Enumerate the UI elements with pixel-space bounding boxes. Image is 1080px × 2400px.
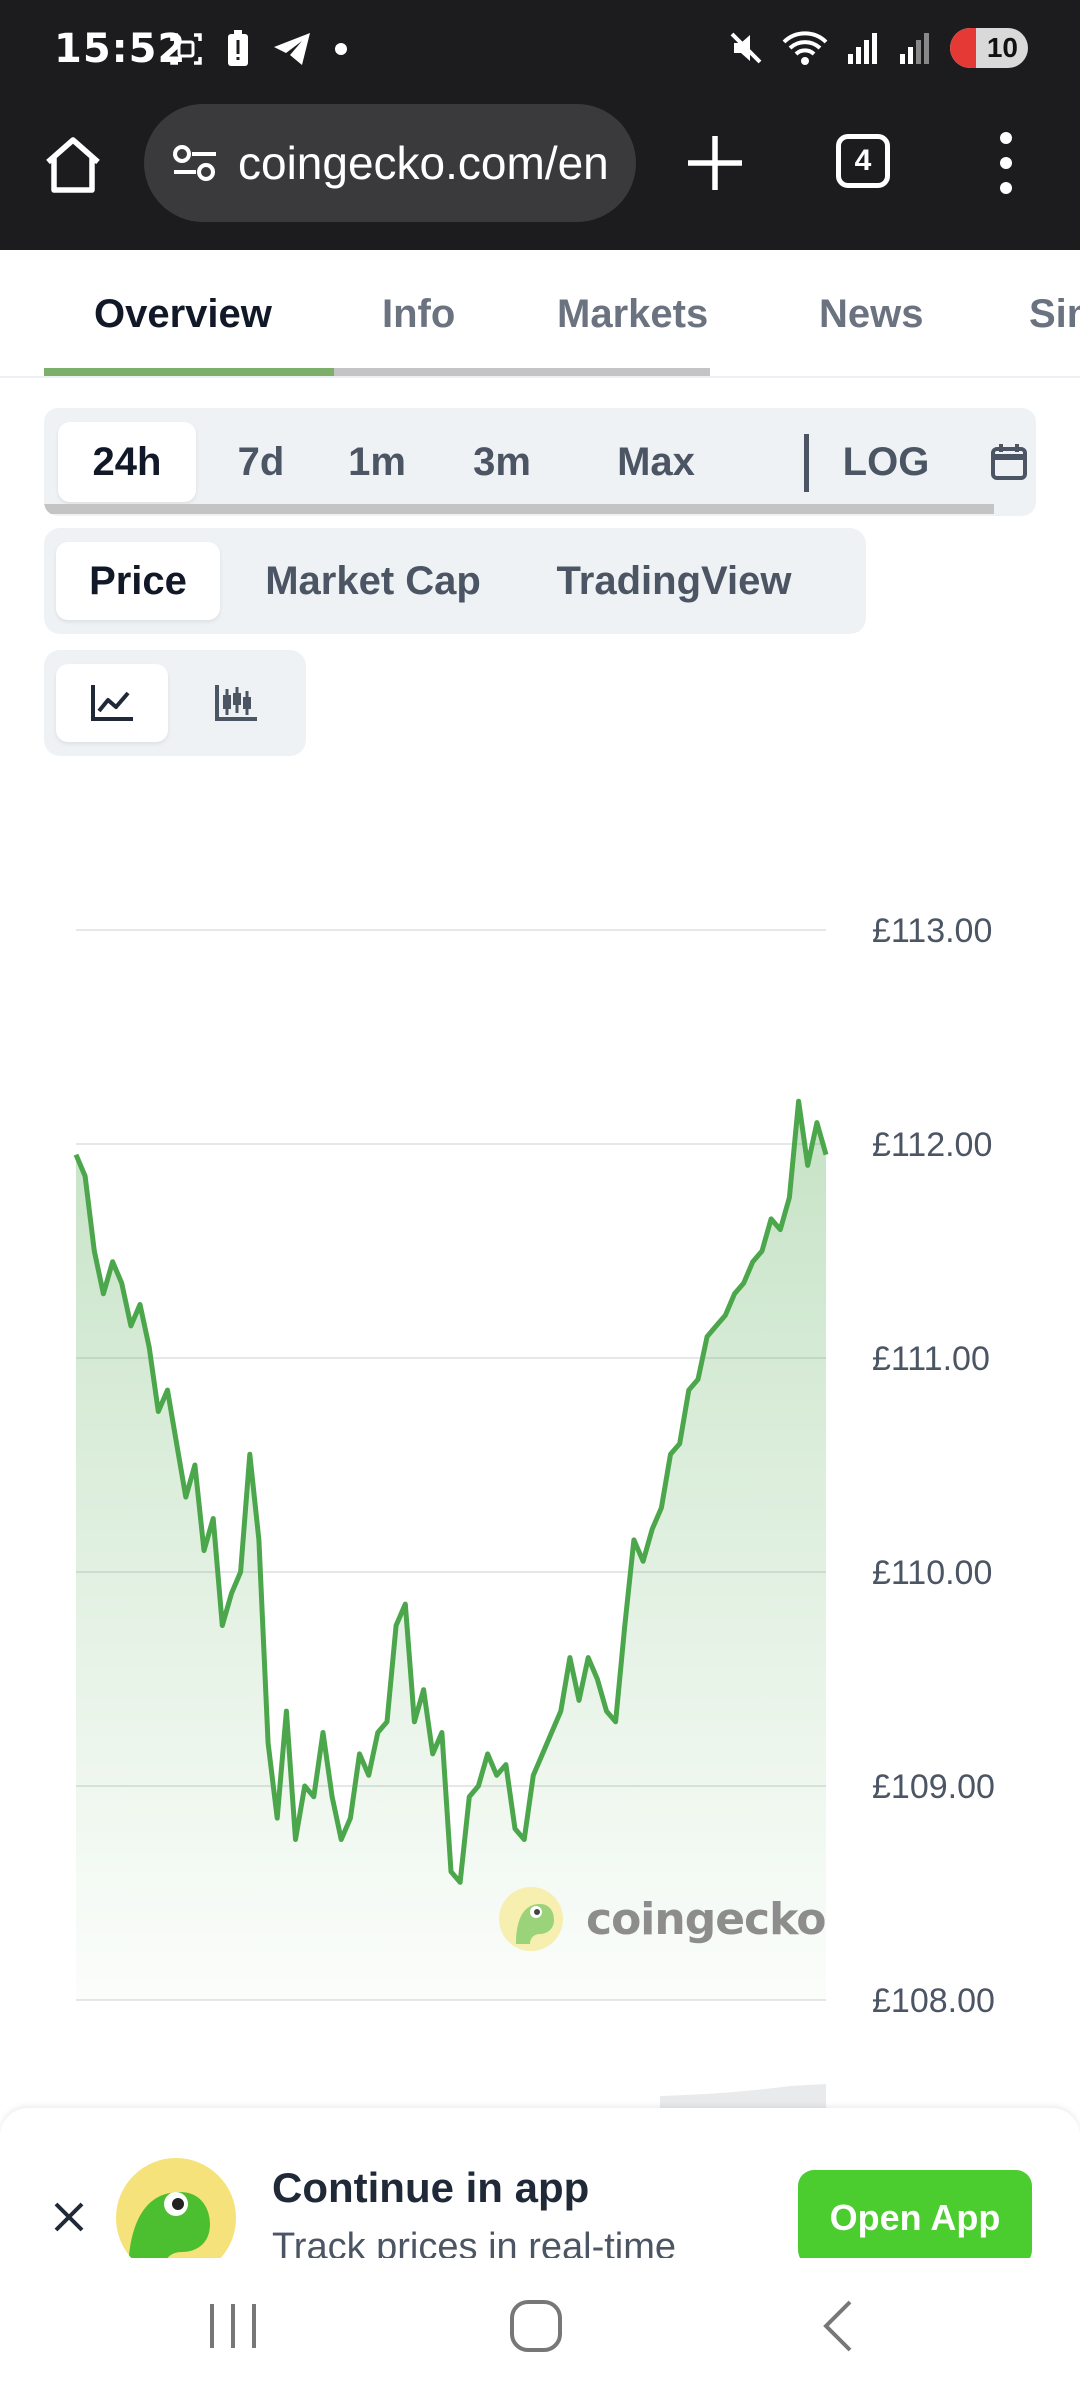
tab-overview[interactable]: Overview (94, 292, 272, 336)
tab-news[interactable]: News (819, 292, 924, 336)
price-area (76, 1101, 826, 2000)
candlestick-button[interactable] (180, 664, 292, 742)
mute-icon (730, 32, 762, 64)
y-tick-label: £113.00 (872, 912, 992, 950)
system-navigation-bar (0, 2258, 1080, 2400)
gecko-icon (128, 2192, 210, 2258)
address-bar[interactable]: coingecko.com/en (144, 104, 636, 222)
range-7d[interactable]: 7d (237, 439, 285, 484)
metric-price[interactable]: Price (56, 542, 220, 620)
tab-scroll-thumb[interactable] (44, 368, 334, 376)
status-left-icons (168, 30, 348, 68)
screenshot-icon (170, 33, 202, 65)
price-chart-svg[interactable]: £113.00 £112.00 £111.00 £110.00 £109.00 £108.… (0, 850, 1080, 2110)
battery-alert-icon (228, 30, 248, 66)
candlestick-icon[interactable] (213, 683, 259, 723)
price-line (73, 1098, 829, 1885)
calendar-button[interactable] (982, 422, 1036, 502)
tab-switcher-button[interactable]: 4 (836, 134, 890, 188)
range-1m[interactable]: 1m (348, 439, 406, 484)
range-24h[interactable]: 24h (58, 422, 196, 502)
watermark-text: coingecko (586, 1893, 826, 1945)
tab-scroll-track[interactable] (44, 368, 710, 376)
wifi-icon (782, 31, 828, 65)
y-tick-label: £108.00 (872, 1982, 995, 2020)
y-tick-label: £110.00 (872, 1554, 992, 1592)
y-tick-label: £111.00 (872, 1340, 990, 1378)
dot-icon (335, 43, 347, 55)
volume-hint (660, 2084, 826, 2110)
browser-toolbar: coingecko.com/en 4 (0, 100, 1080, 250)
back-icon[interactable] (818, 2298, 858, 2354)
range-divider (804, 434, 809, 492)
banner-subtitle: Track prices in real-time (272, 2226, 677, 2258)
status-right-icons: 10 (728, 28, 1028, 68)
range-3m[interactable]: 3m (473, 439, 531, 484)
close-icon[interactable] (50, 2198, 88, 2236)
status-bar: 15:52 10 (0, 0, 1080, 100)
signal-icon (900, 33, 929, 64)
home-nav-icon[interactable] (508, 2298, 564, 2354)
metric-selector: Price Market Cap TradingView (44, 528, 866, 634)
y-tick-label: £109.00 (872, 1768, 995, 1806)
coingecko-watermark: coingecko (498, 1886, 826, 1952)
new-tab-icon[interactable] (680, 128, 750, 198)
metric-tradingview[interactable]: TradingView (556, 558, 792, 603)
app-banner: Continue in app Track prices in real-tim… (0, 2108, 1080, 2258)
range-scrollbar[interactable] (44, 504, 994, 514)
banner-title: Continue in app (272, 2164, 590, 2211)
recent-apps-icon[interactable] (206, 2298, 260, 2354)
line-chart-button[interactable] (56, 664, 168, 742)
chart-type-selector (44, 650, 306, 756)
open-app-button[interactable]: Open App (798, 2170, 1032, 2258)
tab-similar-coins[interactable]: Similar Coins (1029, 292, 1080, 336)
home-icon[interactable] (40, 132, 106, 198)
line-chart-icon[interactable] (89, 683, 135, 723)
time-range-selector: 24h 7d 1m 3m Max LOG (44, 408, 1036, 516)
section-tabs: Overview Info Markets News Similar Coins (0, 250, 1080, 378)
site-settings-icon[interactable] (170, 138, 220, 188)
signal-icon (848, 33, 877, 64)
tab-info[interactable]: Info (382, 292, 456, 336)
url-text[interactable]: coingecko.com/en (238, 137, 609, 189)
telegram-icon (274, 33, 310, 65)
battery-indicator: 10 (950, 28, 1028, 68)
calendar-icon[interactable] (989, 442, 1029, 482)
range-log[interactable]: LOG (842, 439, 930, 484)
y-tick-label: £112.00 (872, 1126, 992, 1164)
more-menu-icon[interactable] (986, 126, 1026, 200)
coingecko-app-icon (116, 2158, 236, 2258)
coingecko-logo-icon (499, 1887, 563, 1951)
tab-markets[interactable]: Markets (557, 292, 709, 336)
status-time: 15:52 (54, 26, 187, 72)
metric-market-cap[interactable]: Market Cap (265, 558, 481, 603)
price-chart[interactable]: £113.00 £112.00 £111.00 £110.00 £109.00 £108.… (0, 850, 1080, 2110)
range-max[interactable]: Max (617, 439, 695, 484)
